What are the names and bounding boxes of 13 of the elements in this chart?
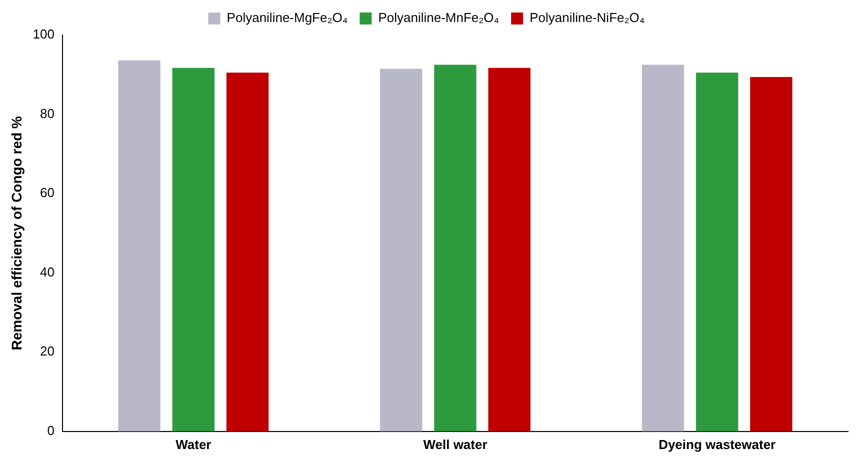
legend-label: Polyaniline-MgFe₂O₄ xyxy=(226,10,348,26)
legend-label: Polyaniline-MnFe₂O₄ xyxy=(378,10,500,26)
y-tick-label: 20 xyxy=(40,344,54,359)
y-tick-label: 80 xyxy=(40,106,54,121)
y-axis-title: Removal efficiency of Congo red % xyxy=(8,116,24,350)
x-tick-label: Dyeing wastewater xyxy=(658,436,776,452)
x-tick-label: Well water xyxy=(423,436,488,452)
x-tick-label: Water xyxy=(176,436,212,452)
y-tick-label: 0 xyxy=(47,422,54,438)
y-tick-label: 60 xyxy=(40,185,54,200)
legend-label: Polyaniline-NiFe₂O₄ xyxy=(530,10,645,26)
y-tick-label: 40 xyxy=(40,264,54,280)
y-tick-label: 100 xyxy=(32,26,54,42)
